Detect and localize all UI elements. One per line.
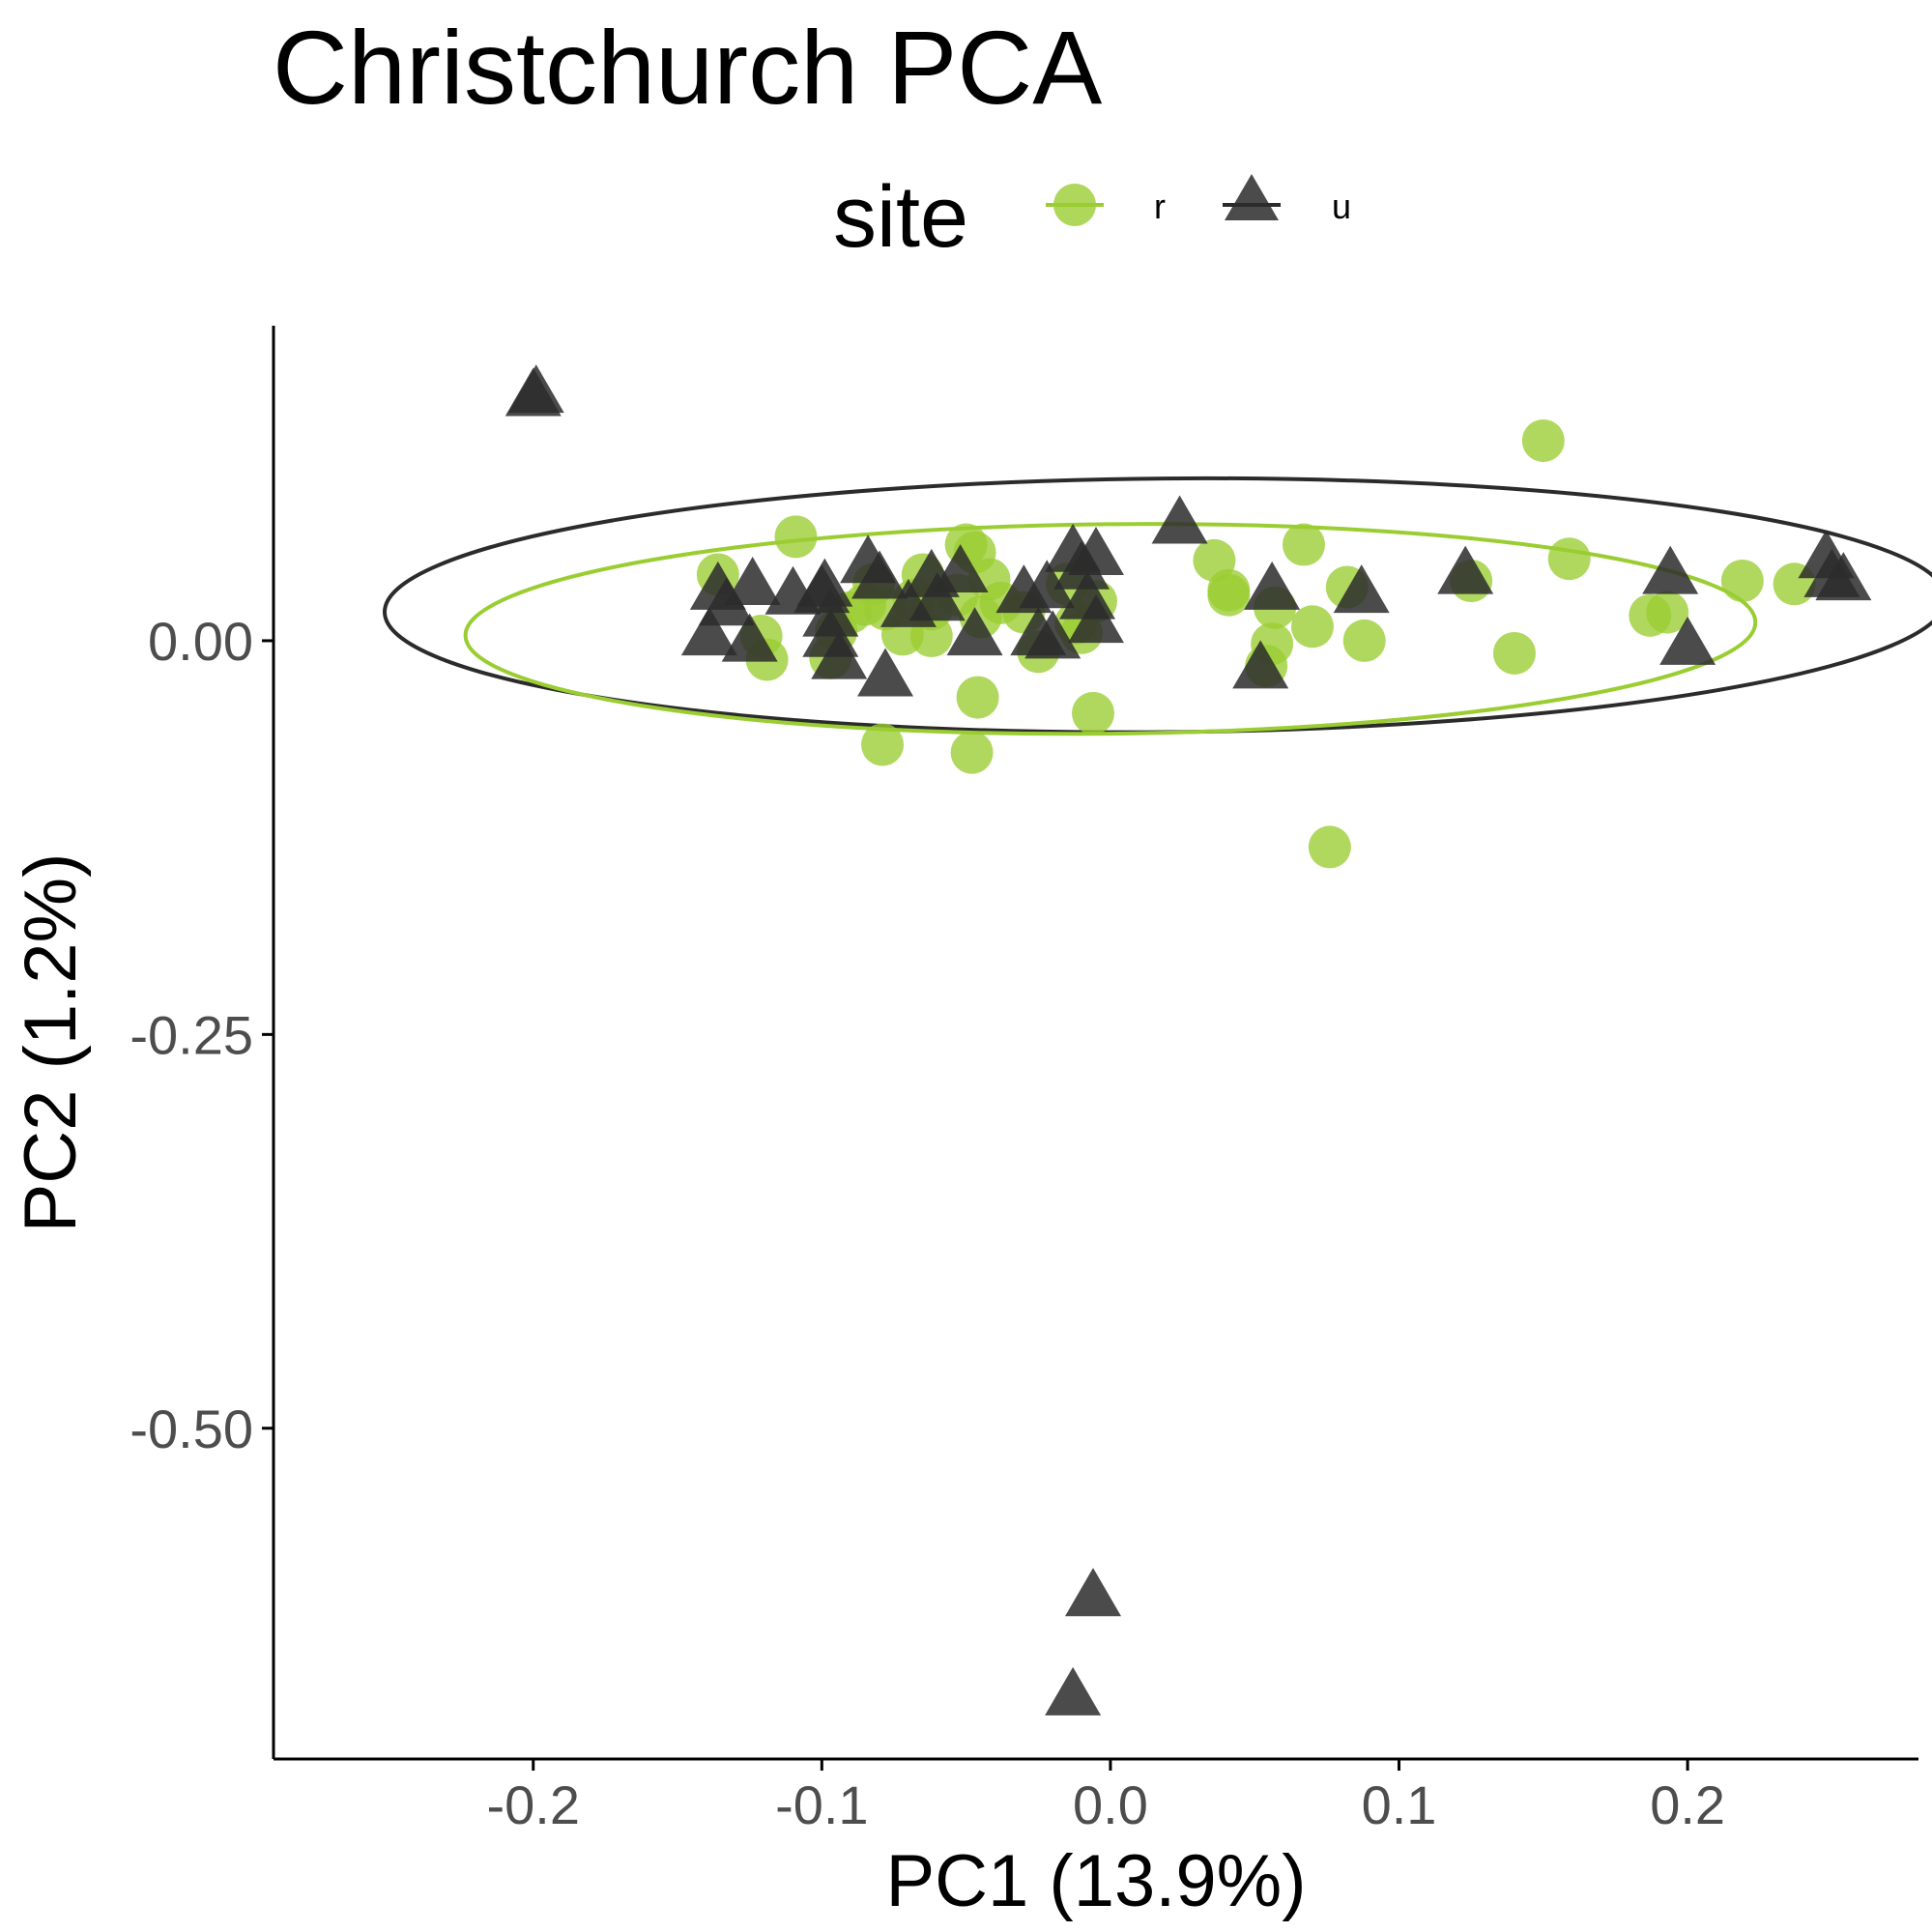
point-r-47 [1308, 825, 1351, 869]
x-tick-label-3: 0.1 [1362, 1774, 1437, 1835]
point-u-32 [1024, 610, 1081, 659]
x-ticks: -0.2 -0.1 0.0 0.1 0.2 [486, 1759, 1725, 1835]
legend-key-r [1046, 184, 1104, 226]
y-tick-label-2: -0.50 [130, 1399, 253, 1459]
ellipse-u [382, 476, 1932, 735]
point-r-23 [1207, 573, 1251, 617]
plot-area [382, 364, 1932, 1716]
point-u-35 [721, 613, 778, 662]
point-r-17 [1720, 560, 1764, 603]
ellipse-layer [382, 476, 1932, 736]
point-u-18 [1333, 564, 1390, 614]
x-tick-label-0: -0.2 [486, 1774, 580, 1835]
point-r-37 [1342, 619, 1386, 662]
point-u-23 [1815, 552, 1872, 601]
x-tick-label-4: 0.2 [1650, 1774, 1725, 1835]
ellipse-r [463, 522, 1758, 736]
point-r-7 [1547, 537, 1591, 581]
point-u-19 [1437, 545, 1494, 594]
point-u-38 [1232, 640, 1289, 689]
chart-title: Christchurch PCA [273, 9, 1102, 126]
point-u-39 [857, 648, 914, 697]
point-r-46 [950, 731, 994, 774]
y-axis-title: PC2 (1.2%) [10, 853, 92, 1233]
legend: site r u [833, 169, 1351, 266]
point-r-43 [956, 676, 999, 719]
x-axis-title: PC1 (13.9%) [885, 1840, 1306, 1922]
point-u-6 [1053, 540, 1110, 590]
point-u-27 [908, 572, 966, 621]
legend-key-r-circle [1053, 184, 1096, 226]
point-r-33 [1646, 591, 1689, 634]
point-u-8 [903, 548, 960, 597]
point-u-16 [1019, 560, 1076, 609]
point-r-1 [774, 515, 818, 559]
point-u-41 [1045, 1666, 1102, 1716]
legend-label-r: r [1154, 187, 1166, 226]
point-u-9 [851, 550, 908, 599]
point-r-44 [1072, 691, 1115, 735]
point-u-30 [946, 607, 1003, 656]
point-r-0 [1521, 418, 1565, 462]
legend-label-u: u [1332, 187, 1351, 226]
point-r-39 [1492, 631, 1536, 675]
legend-key-u-triangle [1225, 174, 1279, 220]
point-u-20 [1642, 545, 1699, 594]
point-u-40 [1065, 1568, 1122, 1617]
point-u-29 [1068, 594, 1124, 644]
point-u-36 [811, 630, 868, 679]
legend-title: site [833, 169, 968, 266]
point-u-10 [724, 557, 781, 606]
points-layer [505, 364, 1872, 1716]
point-u-2 [1151, 495, 1208, 544]
point-u-17 [1244, 561, 1301, 610]
x-tick-label-1: -0.1 [775, 1774, 869, 1835]
point-r-31 [1290, 605, 1334, 649]
point-u-1 [505, 367, 562, 417]
point-r-5 [1282, 523, 1325, 566]
point-u-37 [1659, 616, 1716, 665]
y-tick-label-0: 0.00 [148, 611, 253, 672]
x-tick-label-2: 0.0 [1073, 1774, 1148, 1835]
point-u-34 [680, 607, 737, 656]
legend-key-u [1223, 174, 1281, 220]
point-r-45 [861, 723, 905, 766]
y-tick-label-1: -0.25 [130, 1004, 253, 1065]
y-ticks: 0.00 -0.25 -0.50 [130, 611, 274, 1459]
